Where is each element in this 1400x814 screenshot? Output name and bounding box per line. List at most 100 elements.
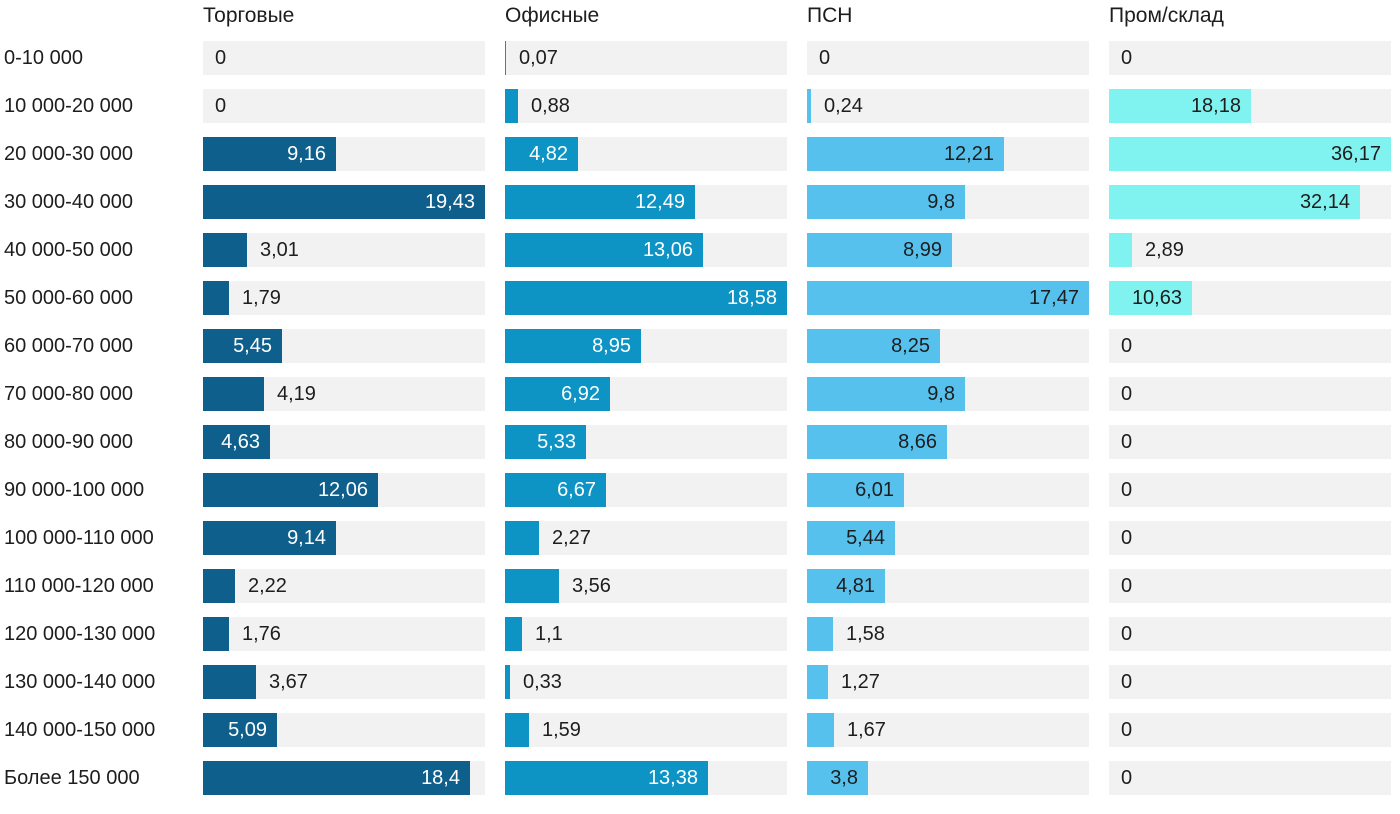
bar [203,521,336,555]
bar [505,185,695,219]
bar [1109,233,1132,267]
bar-track: 13,06 [505,233,787,267]
value-label: 19,43 [424,191,475,213]
value-label: 0 [1121,431,1133,453]
bar [1109,137,1391,171]
bar-track: 36,17 [1109,137,1391,171]
category-label: 50 000-60 000 [4,287,134,309]
bar-track: 3,67 [203,665,485,699]
value-label: 4,82 [529,143,568,165]
value-label: 4,19 [277,383,316,405]
value-label: 3,01 [260,239,299,261]
bar-track: 0 [1109,329,1391,363]
category-label: Более 150 000 [4,767,140,789]
bar-track: 18,58 [505,281,787,315]
bar-track: 0 [1109,617,1391,651]
value-label: 1,27 [841,671,880,693]
bar-track: 18,4 [203,761,485,795]
value-label: 1,59 [542,719,581,741]
category-label: 120 000-130 000 [4,623,156,645]
bar-track: 5,44 [807,521,1089,555]
bar [807,137,1004,171]
category-label: 100 000-110 000 [4,527,154,549]
bar-track: 1,76 [203,617,485,651]
bar-track: 8,25 [807,329,1089,363]
bar [1109,281,1192,315]
value-label: 0 [1121,527,1133,549]
category-label: 140 000-150 000 [4,719,156,741]
bar [505,377,610,411]
category-label: 40 000-50 000 [4,239,134,261]
value-label: 0,88 [531,95,570,117]
bar-track: 2,27 [505,521,787,555]
category-label: 70 000-80 000 [4,383,134,405]
value-label: 17,47 [1028,287,1079,309]
bar-track: 3,8 [807,761,1089,795]
value-label: 0 [1121,47,1133,69]
bar-track: 4,19 [203,377,485,411]
bar [807,665,828,699]
bar-track: 6,01 [807,473,1089,507]
bar [505,569,559,603]
bar-track: 9,8 [807,185,1089,219]
value-label: 18,58 [726,287,777,309]
value-label: 32,14 [1299,191,1350,213]
bar-track: 0 [1109,713,1391,747]
bar [807,761,868,795]
bar-track: 5,09 [203,713,485,747]
bar-track: 2,22 [203,569,485,603]
value-label: 36,17 [1330,143,1381,165]
category-label: 20 000-30 000 [4,143,134,165]
bar [807,569,885,603]
bar-track: 9,14 [203,521,485,555]
value-label: 0,24 [824,95,863,117]
bar-track: 19,43 [203,185,485,219]
bar-track: 0,88 [505,89,787,123]
bar-track: 5,33 [505,425,787,459]
bar-track: 8,95 [505,329,787,363]
bar [807,185,965,219]
bar-track: 4,82 [505,137,787,171]
value-label: 9,8 [927,191,955,213]
bar [505,713,529,747]
bar [1109,89,1251,123]
value-label: 18,4 [421,767,460,789]
value-label: 2,89 [1145,239,1184,261]
bar-track: 8,66 [807,425,1089,459]
bar [807,377,965,411]
value-label: 6,92 [561,383,600,405]
bar [505,329,641,363]
category-label: 10 000-20 000 [4,95,134,117]
bar-track: 0 [203,89,485,123]
bar [505,761,708,795]
value-label: 0 [1121,575,1133,597]
value-label: 1,58 [846,623,885,645]
bar-track: 18,18 [1109,89,1391,123]
bar-track: 0,33 [505,665,787,699]
value-label: 4,63 [221,431,260,453]
value-label: 6,67 [557,479,596,501]
value-label: 9,8 [927,383,955,405]
column-header-1: Торговые [203,4,295,27]
bar-track: 5,45 [203,329,485,363]
value-label: 0 [1121,383,1133,405]
bar-track: 1,27 [807,665,1089,699]
bar [203,137,336,171]
bar [203,473,378,507]
bar [203,425,270,459]
bar [505,137,578,171]
category-label: 130 000-140 000 [4,671,156,693]
bar-track: 0 [1109,521,1391,555]
bar-track: 1,58 [807,617,1089,651]
bar [203,713,277,747]
bar [203,281,229,315]
category-label: 60 000-70 000 [4,335,134,357]
category-label: 90 000-100 000 [4,479,145,501]
value-label: 0 [215,47,227,69]
value-label: 0,07 [519,47,558,69]
bar-track: 32,14 [1109,185,1391,219]
bar-track: 10,63 [1109,281,1391,315]
value-label: 12,49 [634,191,685,213]
bar [505,233,703,267]
value-label: 13,38 [647,767,698,789]
